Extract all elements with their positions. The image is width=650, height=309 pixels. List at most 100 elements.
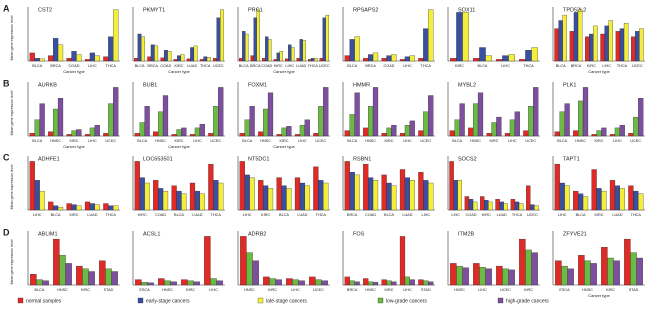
bar	[554, 131, 560, 137]
bar	[39, 58, 45, 62]
bar	[176, 190, 182, 211]
x-tick-label: BLCA	[239, 64, 249, 68]
bar	[428, 281, 434, 286]
bar	[34, 58, 40, 62]
chart-title: MYBL2	[458, 82, 476, 88]
bar	[314, 58, 318, 62]
x-tick-label: UCEC	[319, 64, 330, 68]
x-tick-label: HNSC	[365, 139, 376, 143]
bar	[404, 56, 411, 62]
bar	[564, 103, 570, 137]
y-axis-label: Mean gene expression level	[10, 164, 14, 209]
x-tick-label: THCA	[200, 64, 211, 68]
bar	[633, 190, 639, 211]
bar	[273, 59, 277, 62]
x-tick-label: KIRC	[186, 288, 195, 292]
bar	[76, 129, 82, 137]
bar	[596, 188, 602, 211]
bar	[262, 185, 269, 211]
bar	[391, 185, 397, 211]
bar	[386, 182, 392, 211]
x-tick-label: LIHC	[421, 213, 430, 217]
bar	[319, 58, 323, 62]
bar	[601, 190, 607, 211]
x-tick-label: UCEC	[210, 139, 221, 143]
bar	[246, 252, 253, 286]
x-tick-label: LIHC	[478, 288, 487, 292]
bar	[381, 279, 387, 286]
chart-title: BUB1	[143, 82, 157, 88]
bar	[208, 133, 214, 137]
bar	[584, 260, 591, 286]
bar	[509, 119, 516, 137]
bar	[502, 268, 509, 286]
bar	[57, 98, 64, 137]
x-tick-label: UCEC	[525, 139, 536, 143]
bar	[181, 127, 187, 137]
bar	[585, 36, 590, 62]
bar	[468, 127, 474, 137]
x-tick-label: COAD	[466, 213, 477, 217]
bar	[630, 252, 637, 286]
x-tick-label: BLCA	[279, 213, 289, 217]
bar	[162, 190, 169, 211]
bar	[372, 52, 379, 62]
x-tick-label: BLCA	[347, 64, 357, 68]
chart-title: TPD52L2	[563, 7, 586, 13]
bar	[372, 87, 379, 137]
x-tick-label: BLCA	[557, 139, 567, 143]
bar	[262, 108, 269, 137]
x-tick-label: BLCA	[556, 64, 566, 68]
bar	[176, 129, 182, 137]
bar	[638, 193, 644, 211]
bar	[624, 238, 631, 286]
bar	[528, 106, 534, 137]
bar	[256, 9, 260, 62]
bar	[276, 177, 282, 211]
bar	[321, 280, 328, 286]
x-tick-label: LIHC	[558, 213, 567, 217]
bar	[344, 276, 350, 286]
bar	[564, 185, 570, 211]
bar	[418, 58, 424, 62]
x-tick-label: KIRC	[594, 139, 603, 143]
x-tick-label: COAD	[384, 64, 395, 68]
bar	[456, 265, 463, 286]
bar	[220, 9, 224, 62]
bar	[281, 185, 287, 211]
bar	[589, 33, 594, 62]
bar	[349, 280, 355, 286]
bar	[134, 161, 140, 211]
legend-label: normal samples	[26, 298, 62, 304]
panel-label: B	[3, 78, 10, 88]
bar	[519, 59, 526, 62]
bar	[499, 201, 504, 211]
x-tick-label: THCA	[308, 64, 319, 68]
x-tick-label: KIRC	[81, 288, 90, 292]
bar	[113, 9, 119, 62]
bar	[488, 201, 493, 211]
chart-title: PRC1	[248, 7, 263, 13]
x-tick-label: LIHC	[243, 213, 252, 217]
bar	[409, 180, 415, 211]
x-tick-label: HNSC	[57, 288, 68, 292]
bar	[157, 111, 164, 137]
x-tick-label: BLCA	[452, 139, 462, 143]
bar	[344, 130, 350, 137]
x-tick-label: LIHC	[403, 288, 412, 292]
x-tick-label: HNSC	[582, 288, 593, 292]
bar	[94, 125, 100, 137]
bar	[477, 92, 484, 137]
x-tick-label: HNSC	[50, 139, 61, 143]
x-tick-label: THCA	[523, 64, 534, 68]
bar	[391, 125, 397, 137]
chart-title: ACSL1	[143, 231, 160, 237]
x-tick-label: HNSC	[162, 288, 173, 292]
chart-title: ADHFE1	[38, 156, 60, 162]
x-tick-label: LUAD	[612, 213, 622, 217]
legend-swatch	[497, 297, 504, 304]
bar	[518, 203, 524, 211]
bar	[381, 174, 387, 211]
bar	[399, 59, 406, 62]
bar	[391, 54, 397, 62]
